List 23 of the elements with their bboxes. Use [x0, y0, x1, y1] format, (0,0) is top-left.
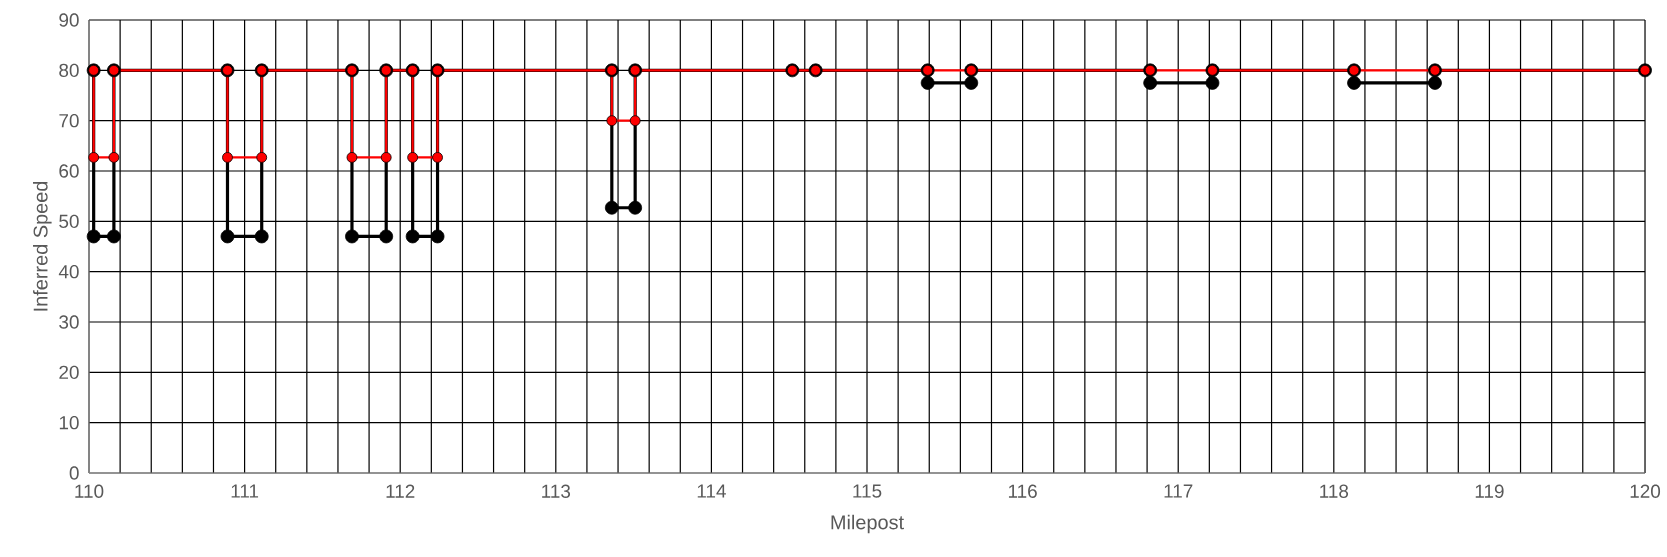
y-tick-label: 90 [59, 13, 79, 27]
x-tick-label: 110 [75, 484, 104, 498]
x-tick-label: 120 [1630, 484, 1661, 498]
y-tick-label: 0 [69, 466, 79, 480]
x-tick-label: 114 [697, 484, 726, 498]
x-tick-label: 113 [542, 484, 571, 498]
y-tick-label: 50 [59, 214, 79, 229]
x-axis-title: Milepost [831, 514, 904, 534]
y-tick-label: 30 [59, 315, 79, 329]
y-tick-label: 40 [58, 264, 79, 279]
y-tick-label: 20 [59, 365, 79, 380]
x-tick-label: 119 [1475, 484, 1504, 498]
x-tick-label: 118 [1320, 484, 1349, 498]
y-tick-label: 10 [59, 415, 79, 430]
y-tick-label: 80 [59, 63, 79, 78]
y-tick-label: 70 [59, 113, 79, 128]
x-tick-label: 115 [853, 484, 882, 498]
y-axis-title: Inferred Speed [33, 181, 52, 311]
x-tick-label: 112 [386, 484, 415, 498]
x-tick-label: 116 [1008, 484, 1037, 498]
y-tick-label: 60 [59, 164, 79, 178]
x-tick-label: 117 [1164, 484, 1193, 498]
x-tick-label: 111 [231, 484, 259, 498]
